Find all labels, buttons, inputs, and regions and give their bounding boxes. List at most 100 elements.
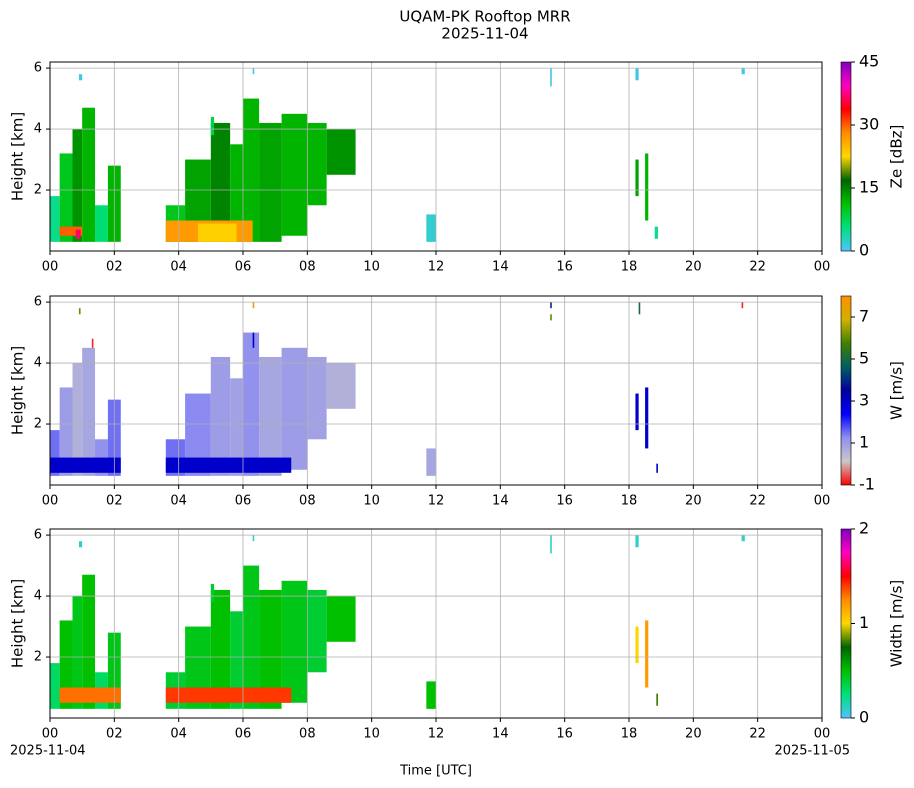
cell <box>281 580 308 703</box>
x-tick-label: 14 <box>492 260 509 275</box>
x-tick-label: 02 <box>106 494 123 509</box>
cell <box>197 223 237 242</box>
cell <box>550 535 552 554</box>
cell <box>82 574 96 709</box>
cell <box>656 693 658 706</box>
colorbar-tick-label: 5 <box>859 349 869 368</box>
cell <box>635 535 639 548</box>
x-tick-label: 00 <box>42 494 59 509</box>
x-tick-label: 08 <box>299 727 316 742</box>
x-tick-label: 22 <box>749 727 766 742</box>
cell <box>645 620 649 688</box>
chart-title: UQAM-PK Rooftop MRR <box>399 8 570 26</box>
colorbar-tick-label: 0 <box>859 241 869 260</box>
cell <box>72 596 83 709</box>
cell <box>426 214 436 242</box>
cell <box>50 196 60 242</box>
cell <box>243 98 260 242</box>
x-tick-label: 18 <box>621 727 638 742</box>
y-tick-label: 2 <box>34 417 42 432</box>
cell <box>95 205 108 242</box>
cell <box>426 448 436 476</box>
cell <box>326 596 356 642</box>
cell <box>635 393 639 431</box>
cell <box>50 457 121 473</box>
axes-frame <box>49 528 823 719</box>
cell <box>91 338 94 348</box>
x-tick-label: 00 <box>42 260 59 275</box>
cell <box>210 583 215 603</box>
plot-area <box>50 535 745 709</box>
y-axis-label: Height [km] <box>9 346 27 435</box>
x-tick-label: 12 <box>428 260 445 275</box>
cell <box>59 387 73 476</box>
cell <box>635 626 639 664</box>
x-tick-label: 14 <box>492 494 509 509</box>
cell <box>741 302 744 309</box>
x-tick-label: 16 <box>556 494 573 509</box>
cell <box>210 122 231 242</box>
colorbar-tick-label: 7 <box>859 307 869 326</box>
cell <box>78 541 83 548</box>
cell <box>252 332 255 348</box>
colorbar-label: W [m/s] <box>888 361 906 420</box>
colorbar-tick-label: 3 <box>859 391 869 410</box>
cell <box>72 363 83 476</box>
x-tick-label: 20 <box>685 260 702 275</box>
cell <box>165 457 292 473</box>
x-tick-label: 00 <box>814 260 831 275</box>
x-tick-label: 14 <box>492 727 509 742</box>
colorbar-label: Ze [dBz] <box>888 125 906 189</box>
cell <box>252 68 255 75</box>
x-tick-label: 12 <box>428 494 445 509</box>
colorbar <box>840 61 852 252</box>
cell <box>78 308 81 315</box>
y-tick-label: 4 <box>34 122 42 137</box>
colorbar-tick-label: 1 <box>859 433 869 452</box>
colorbar <box>840 295 852 486</box>
cell <box>230 611 243 709</box>
cell <box>307 122 327 206</box>
x-tick-label: 04 <box>170 727 187 742</box>
cell <box>165 687 292 703</box>
x-tick-label: 10 <box>363 260 380 275</box>
y-axis-label: Height [km] <box>9 579 27 668</box>
cell <box>59 620 73 709</box>
cell <box>82 107 96 242</box>
cell <box>82 347 96 476</box>
cell <box>259 122 282 242</box>
x-tick-label: 18 <box>621 260 638 275</box>
colorbar-tick-label: 1 <box>859 613 869 632</box>
date-end: 2025-11-05 <box>774 744 850 759</box>
x-tick-label: 08 <box>299 494 316 509</box>
x-tick-label: 20 <box>685 727 702 742</box>
x-tick-label: 10 <box>363 494 380 509</box>
colorbar-tick-label: 15 <box>859 178 879 197</box>
cell <box>326 129 356 175</box>
cell <box>259 356 282 476</box>
cell <box>635 68 639 81</box>
cell <box>307 589 327 673</box>
colorbar-tick-label: 0 <box>859 708 869 727</box>
cell <box>230 378 243 476</box>
cell <box>741 68 745 75</box>
x-tick-label: 00 <box>814 494 831 509</box>
colorbar-tick-label: 30 <box>859 115 879 134</box>
x-tick-label: 16 <box>556 260 573 275</box>
cell <box>550 302 552 309</box>
y-tick-label: 6 <box>34 295 42 310</box>
cell <box>59 687 121 703</box>
x-tick-label: 04 <box>170 494 187 509</box>
cell <box>654 226 658 239</box>
x-tick-label: 20 <box>685 494 702 509</box>
x-axis-label: Time [UTC] <box>399 764 472 779</box>
colorbar-tick-label: 45 <box>859 52 879 71</box>
cell <box>78 74 83 81</box>
cell <box>230 144 243 242</box>
y-tick-label: 4 <box>34 356 42 371</box>
colorbar-tick-label: 2 <box>859 519 869 538</box>
cell <box>426 681 436 709</box>
x-tick-label: 08 <box>299 260 316 275</box>
x-tick-label: 22 <box>749 260 766 275</box>
date-start: 2025-11-04 <box>10 744 86 759</box>
